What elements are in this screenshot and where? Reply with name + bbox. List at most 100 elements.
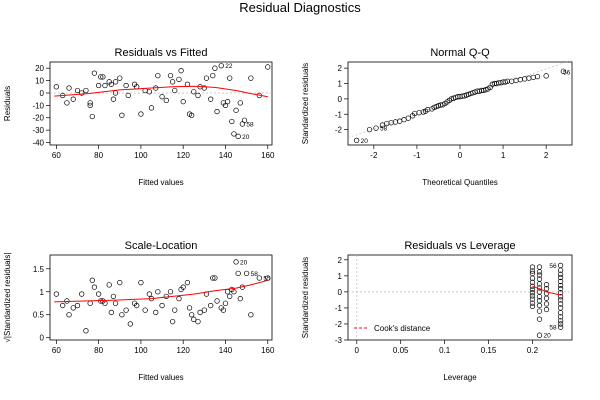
lowess-smoother bbox=[54, 279, 268, 303]
data-point bbox=[405, 115, 411, 121]
point-label: 55 bbox=[263, 275, 271, 282]
data-point bbox=[231, 289, 237, 295]
data-point bbox=[536, 308, 543, 314]
data-point bbox=[142, 307, 148, 313]
data-point bbox=[70, 96, 76, 102]
data-point bbox=[536, 302, 543, 309]
data-point bbox=[517, 77, 523, 83]
point-label: 58 bbox=[246, 121, 254, 128]
data-point bbox=[529, 293, 536, 299]
x-tick-label: -1 bbox=[413, 151, 421, 160]
x-tick-label: 0 bbox=[458, 151, 463, 160]
data-point bbox=[203, 75, 210, 81]
x-tick-label: 60 bbox=[52, 346, 61, 355]
panel-title: Residuals vs Fitted bbox=[115, 47, 208, 59]
y-tick-label: 1.5 bbox=[33, 265, 45, 274]
plot-frame bbox=[347, 254, 573, 341]
x-axis-label: Fitted values bbox=[138, 373, 183, 382]
point-label: 20 bbox=[242, 134, 250, 141]
data-point bbox=[529, 300, 536, 306]
y-tick-label: -1 bbox=[335, 304, 343, 313]
y-tick-label: 0 bbox=[338, 288, 343, 297]
data-point bbox=[373, 125, 379, 131]
data-point bbox=[256, 275, 262, 281]
data-point bbox=[167, 72, 174, 79]
data-point bbox=[66, 312, 72, 318]
data-point bbox=[513, 77, 519, 84]
data-point bbox=[176, 295, 182, 302]
data-point bbox=[227, 293, 233, 300]
data-point bbox=[557, 324, 564, 330]
y-tick-label: 20 bbox=[35, 64, 44, 73]
legend-label: Cook's distance bbox=[374, 324, 431, 333]
data-point bbox=[102, 300, 108, 306]
point-label: 20 bbox=[240, 259, 248, 266]
data-point bbox=[536, 332, 543, 338]
data-point bbox=[557, 310, 564, 316]
x-tick-label: 160 bbox=[261, 346, 275, 355]
x-tick-label: 0.15 bbox=[481, 346, 497, 355]
y-tick-label: -1 bbox=[335, 110, 343, 119]
x-tick-label: 120 bbox=[177, 151, 191, 160]
data-point bbox=[353, 137, 360, 144]
data-point bbox=[543, 282, 550, 288]
panel-resid-fitted: 60 80 100 120 140 160 -40 -30 -20 -10 0 10 20 Residua… bbox=[3, 47, 275, 187]
data-point bbox=[557, 282, 564, 289]
data-point bbox=[536, 272, 543, 278]
data-point bbox=[138, 279, 144, 286]
data-point bbox=[184, 279, 191, 286]
x-tick-label: 120 bbox=[177, 346, 191, 355]
data-point bbox=[169, 318, 176, 325]
data-point bbox=[155, 289, 161, 295]
data-point bbox=[529, 286, 536, 293]
qq-reference-line bbox=[347, 59, 573, 139]
panel-normal-qq: -2 -1 0 1 2 -2 -1 0 1 2 Normal Q-Q Theoretical Quan… bbox=[301, 47, 573, 187]
data-point bbox=[235, 133, 241, 139]
y-tick-label: 10 bbox=[35, 77, 44, 86]
data-point bbox=[536, 264, 543, 270]
data-point bbox=[557, 271, 564, 277]
point-label: 22 bbox=[225, 63, 233, 70]
data-point bbox=[222, 300, 229, 306]
data-point bbox=[191, 316, 197, 322]
data-point bbox=[208, 302, 214, 309]
data-point bbox=[191, 89, 197, 95]
data-point bbox=[201, 85, 207, 91]
data-point bbox=[526, 75, 532, 81]
y-tick-label: -30 bbox=[32, 126, 44, 135]
figure-title: Residual Diagnostics bbox=[239, 0, 361, 15]
data-point bbox=[146, 89, 153, 95]
y-tick-label: 1 bbox=[338, 272, 343, 281]
y-axis-label: Residuals bbox=[3, 86, 12, 121]
y-tick-label: 0 bbox=[40, 334, 45, 343]
data-point bbox=[401, 116, 407, 123]
data-point bbox=[87, 300, 93, 306]
data-point bbox=[74, 87, 81, 94]
data-point bbox=[557, 262, 564, 269]
data-point bbox=[167, 289, 174, 295]
data-point bbox=[79, 90, 85, 96]
y-axis-label: Standardized residuals bbox=[301, 257, 310, 338]
data-point bbox=[102, 82, 108, 89]
data-point bbox=[148, 105, 155, 111]
data-point bbox=[178, 68, 184, 74]
data-point bbox=[153, 309, 159, 316]
data-point bbox=[108, 309, 114, 316]
data-point bbox=[227, 75, 233, 81]
point-label: 20 bbox=[361, 138, 369, 145]
data-point bbox=[237, 100, 243, 106]
data-point bbox=[87, 100, 93, 106]
y-tick-label: -2 bbox=[335, 320, 343, 329]
data-point bbox=[138, 111, 144, 117]
data-point bbox=[163, 97, 169, 104]
data-point bbox=[159, 302, 165, 309]
x-tick-label: 80 bbox=[94, 346, 103, 355]
data-point bbox=[248, 75, 254, 81]
data-point bbox=[117, 75, 123, 81]
data-point bbox=[119, 112, 125, 118]
data-point bbox=[110, 293, 117, 300]
data-point bbox=[366, 126, 373, 133]
data-point bbox=[557, 321, 564, 327]
data-point bbox=[95, 291, 102, 297]
x-tick-label: 60 bbox=[52, 151, 61, 160]
